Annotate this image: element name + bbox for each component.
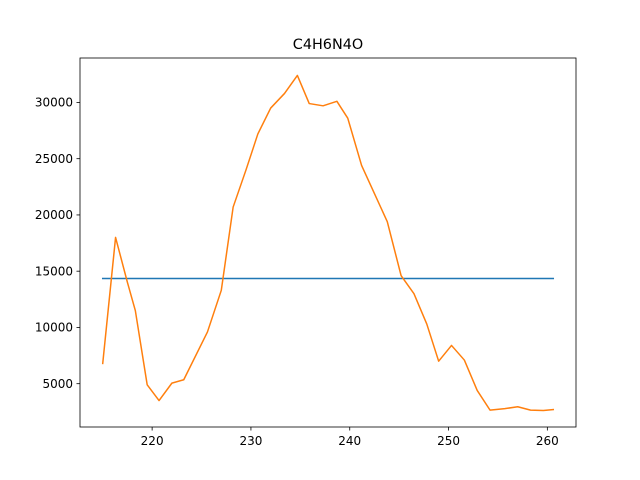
x-tick-label: 250	[437, 434, 460, 448]
plot-frame	[79, 57, 577, 428]
x-tick-label: 220	[141, 434, 164, 448]
y-tick-label: 25000	[35, 152, 73, 166]
y-tick-label: 20000	[35, 208, 73, 222]
chart-title: C4H6N4O	[293, 37, 363, 53]
axes-layer: 220 230 240 250 260 5000 10000 15000 20000 25000 3…	[35, 57, 577, 448]
series-line-2	[101, 74, 555, 412]
x-tick-label: 240	[338, 434, 361, 448]
x-tick-label: 230	[239, 434, 262, 448]
y-tick-label: 30000	[35, 96, 73, 110]
y-tick-label: 5000	[42, 377, 73, 391]
y-tick-label: 10000	[35, 321, 73, 335]
series-layer	[101, 74, 555, 412]
y-tick-label: 15000	[35, 264, 73, 278]
x-tick-label: 260	[536, 434, 559, 448]
